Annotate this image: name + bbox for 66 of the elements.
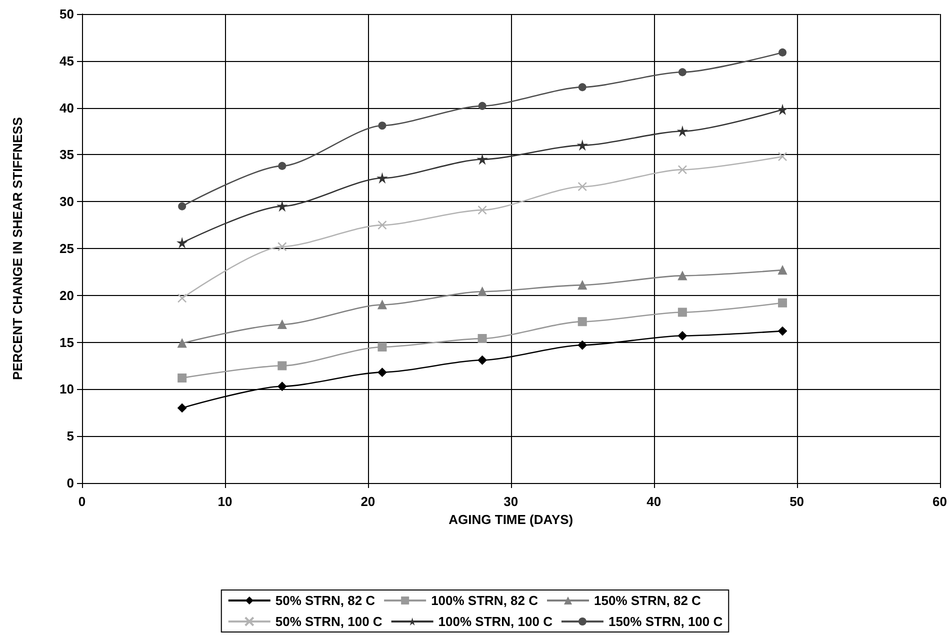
point: [378, 122, 386, 130]
x-tick-label: 40: [646, 494, 662, 509]
point: [578, 140, 587, 150]
point: [277, 242, 287, 252]
point: [578, 182, 588, 192]
x-tick-label: 60: [932, 494, 948, 509]
legend-label: 50% STRN, 82 C: [275, 593, 376, 608]
point: [278, 361, 287, 370]
legend-label: 150% STRN, 82 C: [594, 593, 702, 608]
y-tick-label: 25: [60, 241, 74, 256]
x-tick-label: 50: [790, 494, 804, 509]
point: [778, 152, 788, 162]
point: [478, 334, 487, 344]
point: [378, 342, 387, 352]
point: [178, 202, 186, 210]
point: [778, 48, 787, 56]
legend-label: 100% STRN, 100 C: [438, 614, 554, 629]
y-tick-label: 40: [60, 100, 74, 116]
point: [678, 165, 688, 174]
point: [478, 356, 487, 365]
point: [378, 300, 387, 310]
point: [678, 68, 686, 76]
point: [678, 126, 687, 136]
legend-label: 50% STRN, 100 C: [275, 614, 383, 629]
point: [378, 220, 387, 230]
x-axis-title: AGING TIME (DAYS): [448, 512, 574, 527]
y-tick-label: 0: [66, 476, 74, 490]
point: [578, 340, 587, 350]
point: [778, 298, 788, 308]
point: [178, 338, 187, 348]
point: [178, 373, 187, 382]
point: [478, 205, 487, 215]
y-tick-label: 30: [60, 194, 74, 210]
x-tick-label: 20: [360, 494, 376, 509]
point: [578, 280, 587, 290]
point: [278, 320, 287, 329]
y-tick-label: 45: [60, 53, 74, 68]
point: [778, 326, 788, 336]
point: [278, 382, 287, 391]
point: [678, 331, 687, 340]
x-tick-label: 10: [218, 494, 232, 509]
y-tick-label: 15: [60, 334, 74, 350]
y-tick-label: 35: [60, 147, 74, 162]
y-axis-title: PERCENT CHANGE IN SHEAR STIFFNESS: [10, 116, 25, 380]
point: [578, 83, 586, 92]
point: [278, 202, 287, 211]
legend-label: 100% STRN, 82 C: [431, 593, 539, 608]
point: [678, 308, 687, 317]
legend-label: 150% STRN, 100 C: [608, 614, 724, 629]
point: [578, 317, 587, 326]
x-tick-label: 30: [504, 494, 518, 509]
y-tick-label: 5: [66, 428, 74, 444]
point: [278, 162, 286, 170]
point: [478, 154, 487, 164]
point: [678, 271, 687, 280]
point: [478, 287, 487, 296]
point: [178, 403, 187, 412]
y-tick-label: 20: [60, 288, 74, 303]
point: [478, 102, 486, 110]
x-tick-label: 0: [78, 494, 86, 509]
point: [177, 294, 187, 303]
y-tick-label: 10: [60, 382, 74, 397]
point: [178, 238, 187, 248]
y-tick-label: 50: [60, 6, 74, 22]
point: [778, 266, 788, 275]
point: [378, 368, 387, 377]
